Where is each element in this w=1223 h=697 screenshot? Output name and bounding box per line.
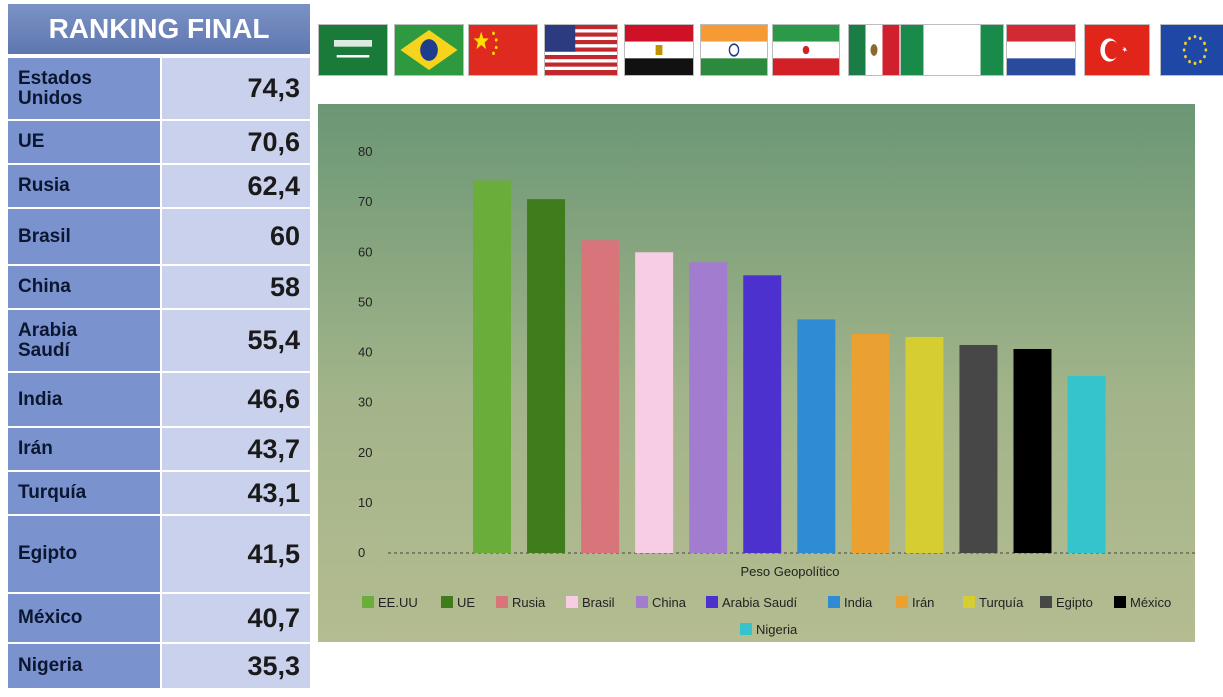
legend-swatch [496,596,508,608]
ranking-country: Brasil [8,209,160,264]
iran-flag [772,24,840,76]
legend-swatch [896,596,908,608]
y-tick-label: 80 [358,144,372,159]
ranking-country: UE [8,121,160,163]
ranking-value: 43,7 [162,428,310,470]
legend-label: EE.UU [378,595,418,610]
ranking-value: 58 [162,266,310,308]
bar [797,319,836,553]
ranking-row: UE 70,6 [8,121,310,163]
y-tick-label: 40 [358,345,372,360]
ranking-country: Turquía [8,472,160,514]
legend-swatch [441,596,453,608]
legend-label: Egipto [1056,595,1093,610]
bar [959,344,998,553]
china-flag [468,24,538,76]
ranking-value: 35,3 [162,644,310,688]
legend-label: Rusia [512,595,546,610]
legend-label: UE [457,595,475,610]
ranking-value: 46,6 [162,373,310,426]
legend-label: Turquía [979,595,1024,610]
ranking-country: Egipto [8,516,160,592]
y-tick-label: 20 [358,445,372,460]
legend-swatch [636,596,648,608]
legend-swatch [963,596,975,608]
india-flag [700,24,768,76]
nigeria-flag [900,24,1004,76]
bar [473,180,511,553]
ranking-row: Egipto 41,5 [8,516,310,592]
brazil-flag [394,24,464,76]
chart-panel: 0 10 20 30 40 50 60 70 80 Peso Geopolítico EE.UU UE… [318,104,1195,642]
ranking-value: 70,6 [162,121,310,163]
y-tick-label: 50 [358,294,372,309]
legend-swatch [828,596,840,608]
eu-flag [1160,24,1223,76]
y-tick-label: 30 [358,395,372,410]
legend-swatch [740,623,752,635]
legend-label: Brasil [582,595,615,610]
y-tick-label: 0 [358,545,365,560]
ranking-country: Estados Unidos [8,58,160,119]
ranking-row: Turquía 43,1 [8,472,310,514]
ranking-row: India 46,6 [8,373,310,426]
legend-swatch [706,596,718,608]
ranking-country: México [8,594,160,642]
legend-swatch [362,596,374,608]
ranking-country: India [8,373,160,426]
ranking-value: 62,4 [162,165,310,207]
y-tick-label: 60 [358,244,372,259]
legend-label: India [844,595,873,610]
ranking-country: Arabia Saudí [8,310,160,371]
ranking-country: Irán [8,428,160,470]
legend-swatch [1114,596,1126,608]
ranking-row: Arabia Saudí 55,4 [8,310,310,371]
bar [527,199,566,553]
bar [635,252,674,553]
ranking-row: China 58 [8,266,310,308]
ranking-country: Nigeria [8,644,160,688]
ranking-row: México 40,7 [8,594,310,642]
legend-label: Arabia Saudí [722,595,798,610]
usa-flag [544,24,618,76]
bar [689,262,728,553]
egypt-flag [624,24,694,76]
legend-swatch [566,596,578,608]
bar [851,333,890,553]
ranking-row: Brasil 60 [8,209,310,264]
bar [1013,348,1052,553]
y-tick-label: 10 [358,495,372,510]
ranking-row: Nigeria 35,3 [8,644,310,688]
x-axis-label: Peso Geopolítico [740,564,839,579]
ranking-table: RANKING FINAL Estados Unidos 74,3 UE 70,6 Ru… [8,4,310,690]
mexico-flag [848,24,900,76]
ranking-row: Rusia 62,4 [8,165,310,207]
ranking-value: 60 [162,209,310,264]
y-tick-label: 70 [358,194,372,209]
netherlands-flag [1006,24,1076,76]
legend-label: México [1130,595,1171,610]
ranking-country: China [8,266,160,308]
ranking-value: 43,1 [162,472,310,514]
legend-label: Irán [912,595,934,610]
legend-label: China [652,595,687,610]
ranking-value: 55,4 [162,310,310,371]
turkey-flag [1084,24,1150,76]
ranking-rows: Estados Unidos 74,3 UE 70,6 Rusia 62,4 Brasil 6… [8,58,310,690]
bar [743,275,782,553]
legend-swatch [1040,596,1052,608]
saudi-arabia-flag [318,24,388,76]
ranking-title: RANKING FINAL [8,4,310,54]
ranking-row: Estados Unidos 74,3 [8,58,310,119]
bar [905,336,944,553]
ranking-value: 74,3 [162,58,310,119]
bar-chart: 0 10 20 30 40 50 60 70 80 Peso Geopolítico EE.UU UE… [358,144,1195,637]
ranking-country: Rusia [8,165,160,207]
ranking-row: Irán 43,7 [8,428,310,470]
bar [1067,376,1106,553]
bar [581,240,620,553]
ranking-value: 41,5 [162,516,310,592]
ranking-value: 40,7 [162,594,310,642]
legend-label: Nigeria [756,622,798,637]
